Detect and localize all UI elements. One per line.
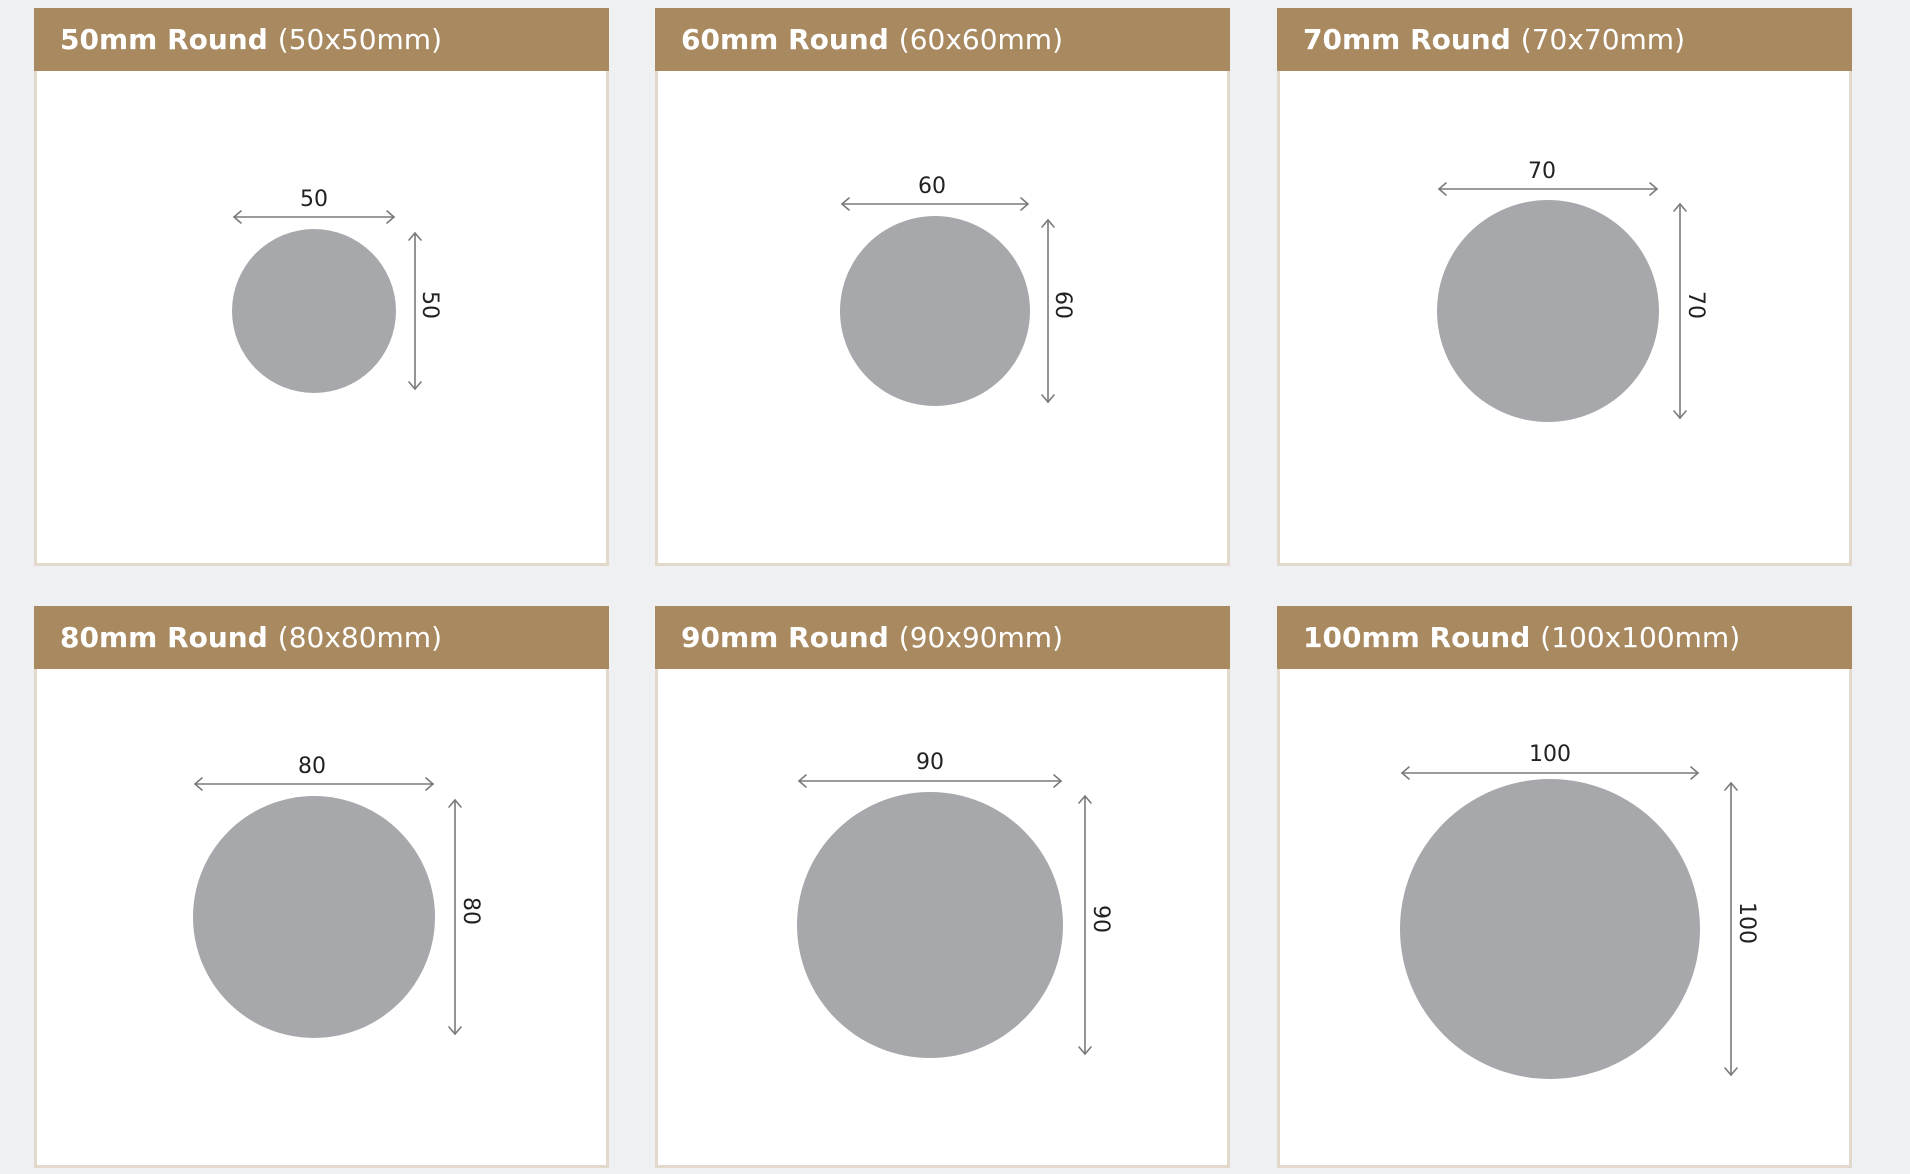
card-body: 70 70 — [1280, 71, 1849, 563]
height-arrow — [448, 798, 462, 1036]
width-arrow — [232, 210, 396, 224]
height-arrow — [408, 231, 422, 391]
height-label: 100 — [1734, 902, 1759, 944]
round-diagram: 70 70 — [1437, 159, 1708, 422]
round-diagram: 80 80 — [193, 754, 483, 1038]
size-card-100: 100mm Round (100x100mm) 100 100 — [1277, 606, 1852, 1168]
card-body: 90 90 — [658, 669, 1227, 1165]
round-shape — [1437, 200, 1659, 422]
size-name: 90mm Round — [681, 621, 889, 654]
size-card-50: 50mm Round (50x50mm) 50 50 — [34, 8, 609, 566]
card-body: 60 60 — [658, 71, 1227, 563]
width-label: 80 — [298, 754, 326, 779]
size-name: 70mm Round — [1303, 23, 1511, 56]
width-arrow — [797, 774, 1063, 788]
card-header: 90mm Round (90x90mm) — [655, 606, 1230, 669]
width-label: 90 — [916, 750, 944, 775]
size-name: 50mm Round — [60, 23, 268, 56]
round-shape — [232, 229, 396, 393]
round-shape — [840, 216, 1030, 406]
size-dims: (90x90mm) — [898, 621, 1064, 654]
width-label: 60 — [918, 174, 946, 199]
width-arrow — [193, 777, 435, 791]
width-label: 100 — [1529, 742, 1571, 767]
size-dims: (60x60mm) — [898, 23, 1064, 56]
width-label: 50 — [300, 187, 328, 212]
round-shape — [1400, 779, 1700, 1079]
width-arrow — [840, 197, 1030, 211]
card-header: 50mm Round (50x50mm) — [34, 8, 609, 71]
card-body: 100 100 — [1280, 669, 1849, 1165]
size-dims: (50x50mm) — [277, 23, 443, 56]
height-label: 70 — [1683, 291, 1708, 319]
round-diagram: 50 50 — [232, 187, 442, 393]
card-header: 100mm Round (100x100mm) — [1277, 606, 1852, 669]
height-arrow — [1041, 218, 1055, 404]
round-diagram: 90 90 — [797, 750, 1113, 1058]
round-diagram: 100 100 — [1400, 742, 1759, 1079]
height-label: 80 — [458, 897, 483, 925]
card-body: 50 50 — [37, 71, 606, 563]
height-label: 90 — [1088, 905, 1113, 933]
size-name: 100mm Round — [1303, 621, 1531, 654]
card-header: 80mm Round (80x80mm) — [34, 606, 609, 669]
round-shape — [193, 796, 435, 1038]
size-dims: (100x100mm) — [1540, 621, 1741, 654]
card-header: 60mm Round (60x60mm) — [655, 8, 1230, 71]
size-card-80: 80mm Round (80x80mm) 80 80 — [34, 606, 609, 1168]
round-diagram: 60 60 — [840, 174, 1075, 406]
size-dims: (80x80mm) — [277, 621, 443, 654]
height-arrow — [1673, 202, 1687, 420]
card-header: 70mm Round (70x70mm) — [1277, 8, 1852, 71]
size-name: 80mm Round — [60, 621, 268, 654]
height-arrow — [1078, 794, 1092, 1056]
width-label: 70 — [1528, 159, 1556, 184]
size-dims: (70x70mm) — [1520, 23, 1686, 56]
height-label: 50 — [417, 291, 442, 319]
size-name: 60mm Round — [681, 23, 889, 56]
size-card-70: 70mm Round (70x70mm) 70 70 — [1277, 8, 1852, 566]
size-card-60: 60mm Round (60x60mm) 60 60 — [655, 8, 1230, 566]
width-arrow — [1400, 766, 1700, 780]
height-label: 60 — [1050, 291, 1075, 319]
height-arrow — [1724, 781, 1738, 1077]
size-card-90: 90mm Round (90x90mm) 90 90 — [655, 606, 1230, 1168]
round-shape — [797, 792, 1063, 1058]
card-body: 80 80 — [37, 669, 606, 1165]
width-arrow — [1437, 182, 1659, 196]
